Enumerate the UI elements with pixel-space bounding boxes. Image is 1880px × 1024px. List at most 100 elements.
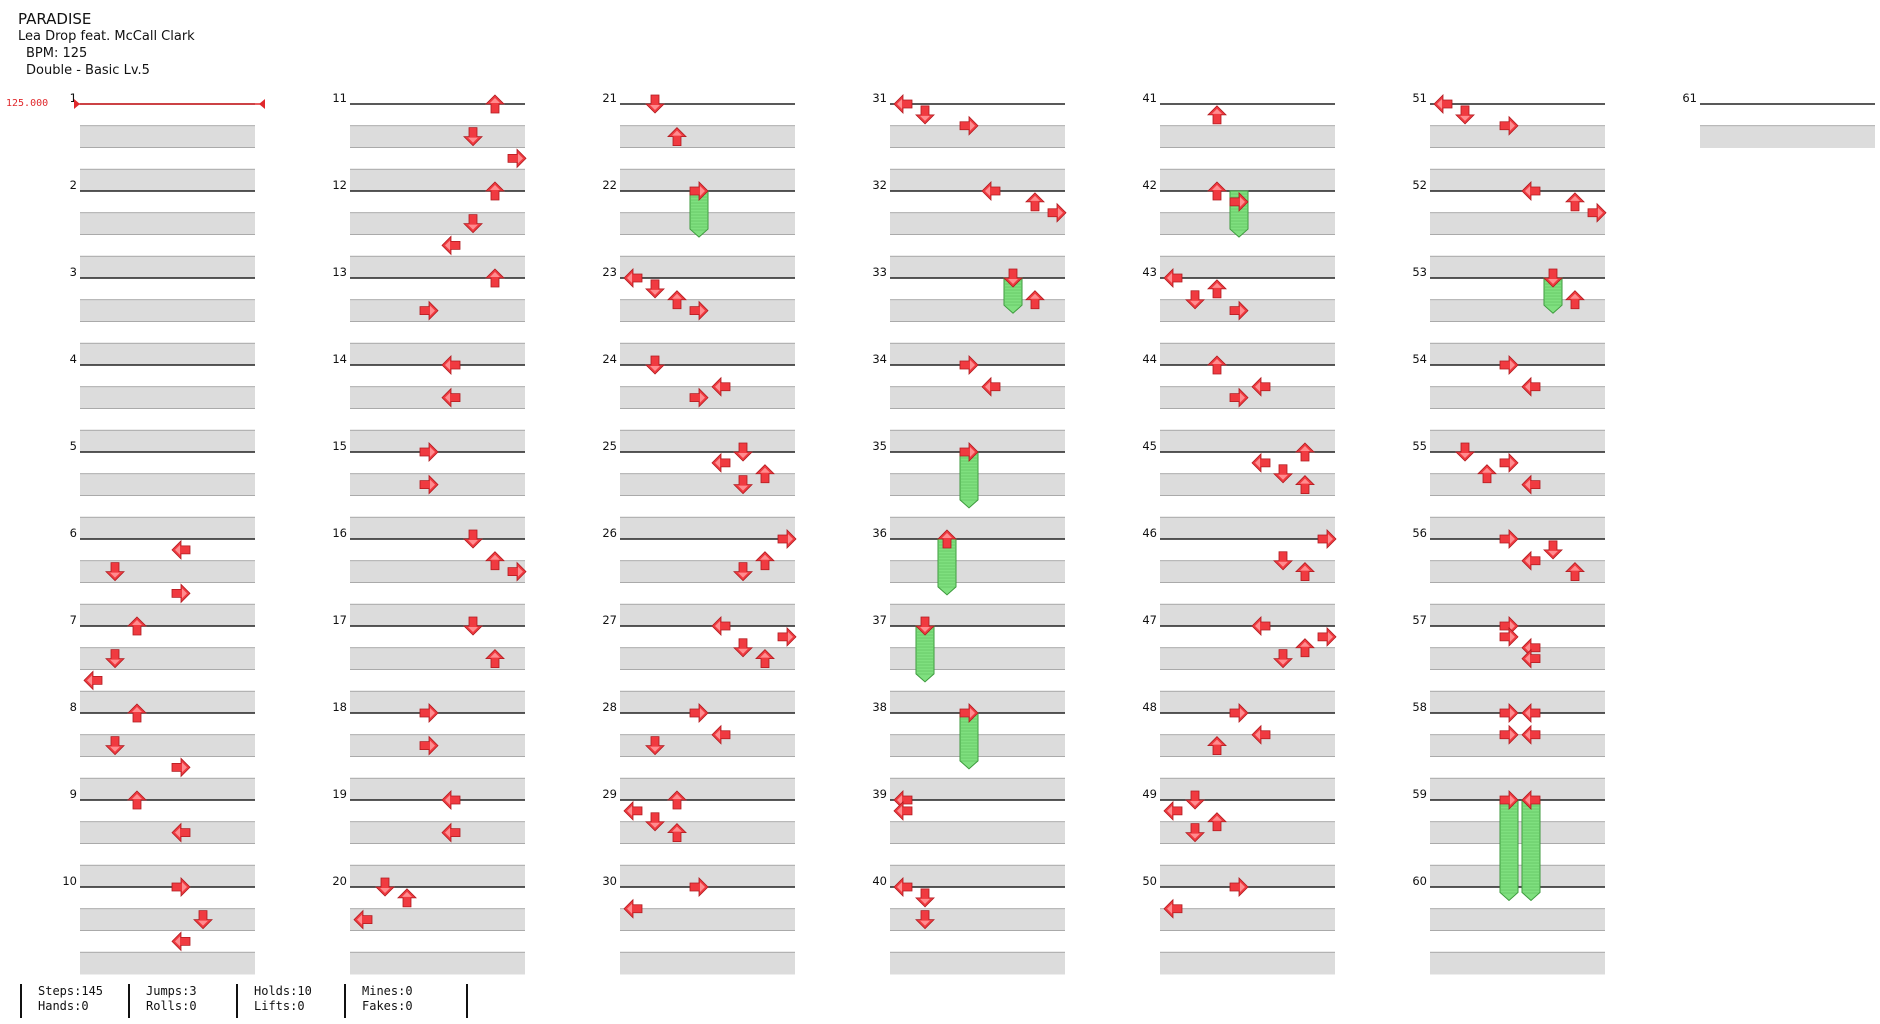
arrow-highlight [1167,273,1172,283]
arrow-up-icon [667,790,687,810]
measure-shade [890,342,1065,366]
measure-10: 10 [62,874,255,975]
hands-count: Hands:0 [38,999,89,1013]
measure-number: 37 [872,613,887,627]
measure-number: 7 [70,613,77,627]
measure-4: 4 [70,352,255,453]
arrow-right-icon [689,181,709,201]
arrow-highlight [1300,565,1310,571]
arrow-shape [1185,290,1205,310]
measure-number: 49 [1142,787,1157,801]
arrow-shape [1521,724,1541,745]
measure-shade [1430,386,1605,409]
arrow-up-icon [1207,279,1227,299]
measure-shade [1160,473,1335,496]
measure-shade [620,603,795,627]
stats-col-steps: Steps:145 Hands:0 [20,984,128,1018]
measure-shade [1160,777,1335,801]
measure-14: 14 [332,352,525,453]
measure-number: 30 [602,874,617,888]
arrow-shape [1185,823,1205,843]
arrow-right-icon [1499,626,1519,647]
arrow-shape [1025,290,1045,310]
arrow-highlight [1510,457,1515,468]
arrow-shape [171,757,191,778]
measure-shade [350,255,525,279]
arrow-shape [171,583,191,604]
measure-shade [80,299,255,322]
arrow-left-icon [981,181,1001,201]
measure-number: 6 [70,526,77,540]
arrow-right-icon [419,703,439,723]
measure-shade [890,821,1065,844]
measure-shade [1430,255,1605,279]
arrow-down-icon [463,127,483,147]
measure-shade [80,734,255,757]
arrow-highlight [1510,360,1515,370]
arrow-highlight [1525,795,1530,805]
arrow-highlight [1300,478,1310,484]
arrow-highlight [788,631,793,642]
arrow-highlight [897,805,902,816]
arrow-right-icon [171,583,191,604]
arrow-highlight [175,544,180,555]
measure-29: 29 [602,787,795,888]
measure-shade [1430,908,1605,931]
arrow-highlight [788,534,793,544]
arrow-right-icon [1229,703,1249,723]
arrow-highlight [920,115,930,121]
arrow-highlight [1510,120,1515,131]
arrow-shape [1455,105,1475,125]
arrow-highlight [132,707,142,712]
measure-17: 17 [332,613,525,714]
arrow-shape [645,812,665,832]
measure-28: 28 [602,700,795,801]
measure-shade [890,864,1065,888]
arrow-highlight [110,572,120,578]
arrow-right-icon [507,148,527,169]
arrow-down-icon [645,355,665,375]
arrow-shape [1317,529,1337,549]
arrow-shape [915,616,935,636]
measure-shade [1430,690,1605,714]
arrow-highlight [627,805,632,816]
arrow-highlight [430,740,435,751]
arrow-shape [711,452,731,473]
arrow-shape [915,910,935,930]
arrow-highlight [132,794,142,799]
arrow-shape [1433,94,1453,114]
arrow-shape [127,616,147,636]
arrow-up-icon [1207,812,1227,832]
measure-shade [1160,864,1335,888]
arrow-up-icon [1295,562,1315,582]
arrow-shape [1273,649,1293,669]
arrow-shape [441,790,461,810]
arrow-highlight [1300,446,1310,451]
arrow-highlight [132,620,142,625]
arrow-shape [171,877,191,897]
arrow-up-icon [127,703,147,723]
arrow-right-icon [1229,387,1249,408]
measure-number: 58 [1412,700,1427,714]
arrow-shape [711,376,731,397]
arrow-shape [1521,181,1541,201]
measure-shade [890,516,1065,540]
arrow-highlight [490,98,500,103]
arrow-left-icon [1521,474,1541,495]
arrow-shape [1185,790,1205,810]
arrow-highlight [182,588,187,599]
arrow-left-icon [441,235,461,256]
arrow-shape [1499,115,1519,136]
arrow-up-icon [1477,464,1497,484]
arrow-shape [507,561,527,582]
arrow-down-icon [915,888,935,908]
arrow-shape [1317,626,1337,647]
arrow-shape [733,442,753,462]
measure-shade [890,212,1065,235]
arrow-shape [1207,181,1227,201]
arrow-up-icon [485,268,505,288]
measure-number: 12 [332,178,347,192]
arrow-highlight [1255,457,1260,468]
arrow-shape [1521,474,1541,495]
arrow-up-icon [1207,181,1227,201]
